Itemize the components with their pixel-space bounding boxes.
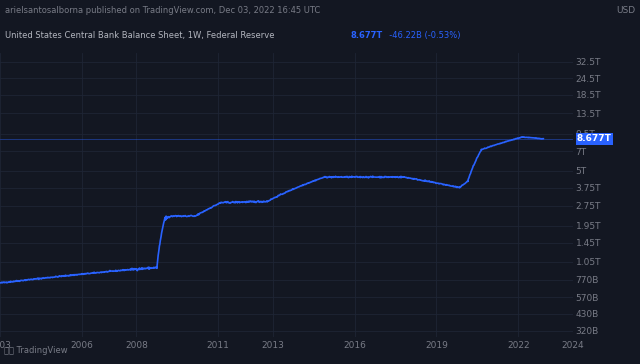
Text: USD: USD <box>616 6 635 15</box>
Text: 8.677T: 8.677T <box>577 134 612 143</box>
Text: -46.22B (-0.53%): -46.22B (-0.53%) <box>384 31 461 40</box>
Text: 8.677T: 8.677T <box>351 31 383 40</box>
Text: United States Central Bank Balance Sheet, 1W, Federal Reserve: United States Central Bank Balance Sheet… <box>5 31 280 40</box>
Text: ⧁⧁ TradingView: ⧁⧁ TradingView <box>4 346 67 355</box>
Text: arielsantosalborna published on TradingView.com, Dec 03, 2022 16:45 UTC: arielsantosalborna published on TradingV… <box>5 6 321 15</box>
